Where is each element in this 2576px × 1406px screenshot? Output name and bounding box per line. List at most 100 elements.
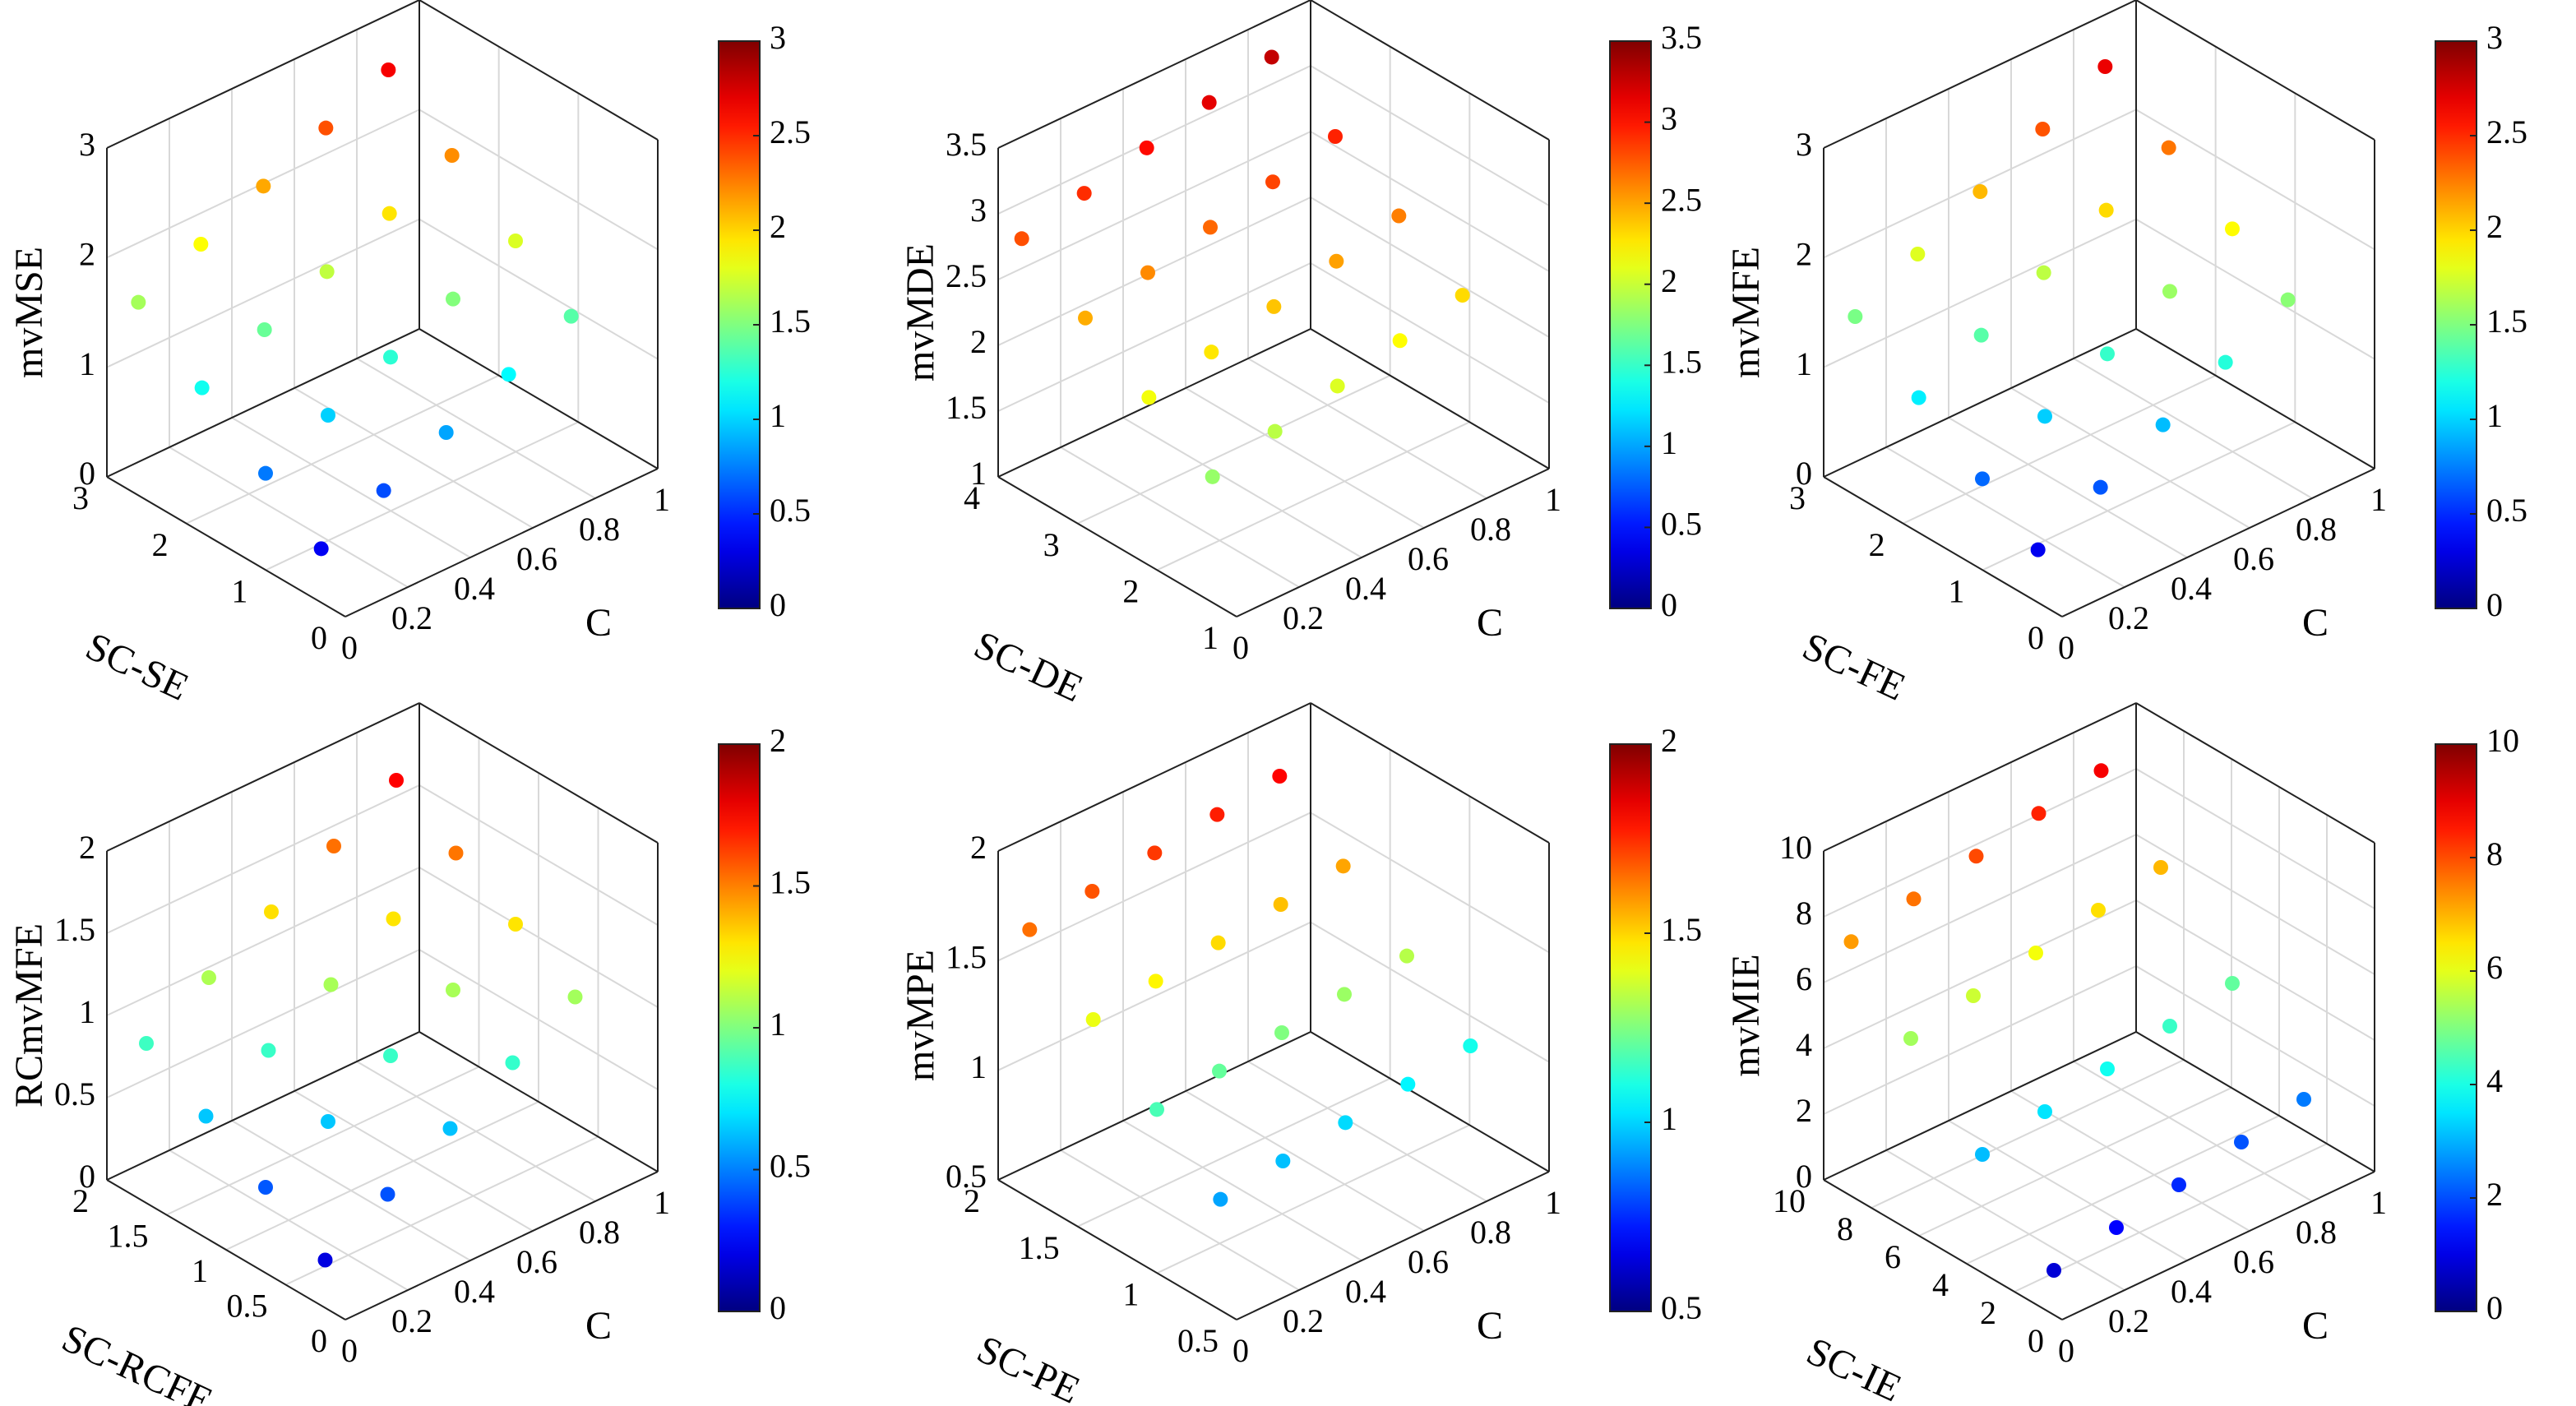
grid-line bbox=[106, 218, 420, 368]
point bbox=[2097, 59, 2113, 74]
point bbox=[2037, 1104, 2052, 1119]
point bbox=[1076, 186, 1092, 201]
x-axis-label: C bbox=[1477, 1304, 1503, 1348]
grid-line bbox=[106, 867, 420, 1016]
point bbox=[1148, 974, 1163, 989]
x-tick-label: 0 bbox=[2058, 629, 2074, 666]
point bbox=[2153, 860, 2168, 875]
grid-line bbox=[1077, 1077, 1391, 1228]
point bbox=[1975, 471, 1990, 487]
z-tick-label: 3 bbox=[79, 126, 95, 163]
point bbox=[256, 178, 271, 194]
colorbar-tick-label: 2 bbox=[770, 722, 786, 759]
colorbar-tick-label: 3 bbox=[1661, 100, 1677, 137]
grid-line bbox=[1247, 358, 1487, 499]
x-tick-label: 0.4 bbox=[2171, 1273, 2212, 1310]
x-tick-label: 0 bbox=[341, 629, 358, 666]
point bbox=[2218, 354, 2233, 370]
grid-line bbox=[2135, 218, 2375, 360]
point bbox=[567, 989, 583, 1005]
grid-line bbox=[1918, 1087, 2232, 1237]
point bbox=[1329, 253, 1344, 269]
axis-edge bbox=[1236, 468, 1550, 617]
axis-edge bbox=[1236, 1171, 1550, 1320]
grid-line bbox=[419, 867, 659, 1008]
point bbox=[131, 294, 146, 310]
y-tick-label: 8 bbox=[1837, 1210, 1853, 1247]
point bbox=[2093, 763, 2109, 779]
x-tick-label: 0.8 bbox=[1470, 1214, 1511, 1251]
y-tick-label: 0 bbox=[311, 619, 327, 656]
point bbox=[1204, 345, 1219, 360]
grid-line bbox=[1823, 834, 2137, 983]
z-tick-label: 0 bbox=[79, 455, 95, 492]
colorbar bbox=[2435, 40, 2477, 609]
z-tick-label: 1 bbox=[1796, 345, 1812, 382]
grid-line bbox=[2010, 387, 2250, 529]
z-axis-label: mvMIE bbox=[1724, 954, 1768, 1076]
grid-line bbox=[225, 1101, 539, 1251]
point bbox=[139, 1036, 154, 1051]
grid-line bbox=[1122, 417, 1362, 558]
z-tick-label: 0 bbox=[1796, 455, 1812, 492]
y-tick-label: 0.5 bbox=[1177, 1322, 1219, 1359]
point bbox=[2035, 122, 2051, 136]
z-tick-label: 1 bbox=[970, 1048, 987, 1085]
x-tick-label: 0.2 bbox=[391, 599, 432, 636]
y-tick-label: 2 bbox=[1869, 526, 1885, 563]
point bbox=[1085, 884, 1100, 899]
point bbox=[2109, 1220, 2124, 1235]
colorbar-tick-label: 6 bbox=[2486, 949, 2503, 986]
point bbox=[389, 773, 404, 788]
z-tick-label: 2 bbox=[1796, 1092, 1812, 1129]
point bbox=[1335, 858, 1351, 874]
axis-edge bbox=[106, 328, 420, 478]
grid-line bbox=[1310, 812, 1550, 954]
axis-edge bbox=[997, 702, 1311, 852]
colorbar-tick-label: 0.5 bbox=[770, 492, 811, 529]
x-tick-label: 0.8 bbox=[579, 511, 620, 548]
axis-edge bbox=[997, 328, 1311, 478]
point bbox=[1906, 891, 1922, 907]
z-axis-label: RCmvMFE bbox=[7, 923, 51, 1108]
grid-line bbox=[2135, 768, 2375, 909]
axis-edge bbox=[1823, 1179, 2063, 1320]
colorbar-tick-label: 0 bbox=[2486, 586, 2503, 623]
grid-line bbox=[1060, 446, 1300, 588]
colorbar-tick-label: 0 bbox=[770, 586, 786, 623]
colorbar-tick-label: 2.5 bbox=[1661, 181, 1702, 218]
y-tick-label: 2 bbox=[1980, 1294, 1996, 1331]
z-tick-label: 3 bbox=[970, 192, 987, 229]
x-tick-label: 0.8 bbox=[2296, 511, 2337, 548]
x-tick-label: 0.4 bbox=[1345, 1273, 1386, 1310]
axis-edge bbox=[2135, 1031, 2375, 1172]
axis-edge bbox=[2135, 0, 2375, 141]
x-tick-label: 0.8 bbox=[1470, 511, 1511, 548]
grid-line bbox=[997, 921, 1311, 1071]
point bbox=[1213, 1191, 1228, 1207]
point bbox=[1272, 769, 1288, 784]
z-tick-label: 4 bbox=[1796, 1026, 1812, 1063]
y-tick-label: 1 bbox=[192, 1252, 208, 1289]
y-tick-label: 2 bbox=[964, 1182, 980, 1219]
point bbox=[2162, 284, 2177, 299]
colorbar-tick-label: 1 bbox=[2486, 397, 2503, 434]
grid-line bbox=[1903, 374, 2217, 525]
x-axis-label: C bbox=[1477, 601, 1503, 645]
axis-edge bbox=[1823, 328, 2137, 478]
grid-line bbox=[106, 784, 420, 934]
point bbox=[2098, 202, 2114, 218]
point bbox=[319, 264, 335, 280]
grid-line bbox=[1885, 446, 2125, 588]
grid-line bbox=[1122, 1120, 1362, 1261]
axis-edge bbox=[419, 0, 659, 141]
y-tick-label: 4 bbox=[964, 479, 980, 516]
axis-edge bbox=[106, 0, 420, 149]
grid-line bbox=[419, 109, 659, 251]
y-tick-label: 4 bbox=[1932, 1266, 1949, 1303]
point bbox=[2225, 221, 2240, 237]
point bbox=[1267, 423, 1283, 439]
x-tick-label: 1 bbox=[654, 481, 670, 518]
grid-line bbox=[1948, 417, 2188, 558]
point bbox=[1910, 247, 1926, 261]
